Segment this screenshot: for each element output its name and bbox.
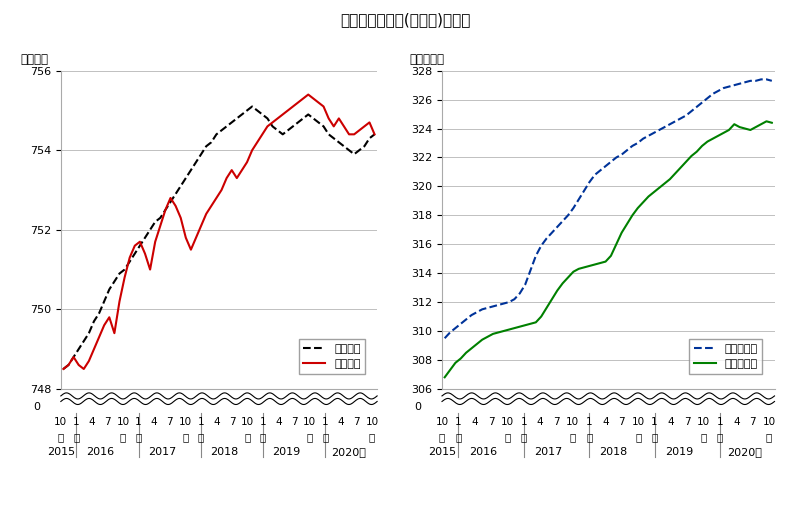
Text: 1: 1 <box>73 417 79 427</box>
Text: 月: 月 <box>322 432 328 442</box>
Text: 10: 10 <box>117 417 130 427</box>
Text: 7: 7 <box>684 417 691 427</box>
Text: 4: 4 <box>88 417 95 427</box>
Text: 1: 1 <box>455 417 461 427</box>
Text: 4: 4 <box>537 417 543 427</box>
Text: 月: 月 <box>369 432 375 442</box>
Text: 1: 1 <box>521 417 527 427</box>
Text: 1: 1 <box>260 417 266 427</box>
Text: 月: 月 <box>504 432 511 442</box>
Text: 月: 月 <box>569 432 576 442</box>
Text: （万世帯）: （万世帯） <box>410 53 444 66</box>
Text: 4: 4 <box>275 417 282 427</box>
Text: 7: 7 <box>553 417 560 427</box>
Text: 1: 1 <box>198 417 204 427</box>
Text: 7: 7 <box>749 417 756 427</box>
Text: 2016: 2016 <box>86 447 114 457</box>
Text: 改定値と推計値(改定前)の比較: 改定値と推計値(改定前)の比較 <box>341 13 470 28</box>
Text: 10: 10 <box>632 417 645 427</box>
Text: 1: 1 <box>717 417 723 427</box>
Text: 2015: 2015 <box>428 447 456 457</box>
Text: 0: 0 <box>414 401 422 412</box>
Text: 月: 月 <box>701 432 706 442</box>
Text: 月: 月 <box>260 432 266 442</box>
Text: 7: 7 <box>166 417 173 427</box>
Text: 2019: 2019 <box>272 447 301 457</box>
Text: 7: 7 <box>487 417 495 427</box>
Text: 2020年: 2020年 <box>727 447 762 457</box>
Text: 4: 4 <box>667 417 674 427</box>
Text: 月: 月 <box>182 432 188 442</box>
Text: 4: 4 <box>471 417 478 427</box>
Text: 7: 7 <box>104 417 111 427</box>
Text: 月: 月 <box>766 432 772 442</box>
Text: 10: 10 <box>178 417 192 427</box>
Text: 1: 1 <box>586 417 593 427</box>
Text: 10: 10 <box>501 417 514 427</box>
Text: 2020年: 2020年 <box>331 447 366 457</box>
Text: 10: 10 <box>436 417 448 427</box>
Text: 7: 7 <box>619 417 625 427</box>
Text: 2016: 2016 <box>469 447 497 457</box>
Text: 2018: 2018 <box>210 447 238 457</box>
Text: 10: 10 <box>241 417 254 427</box>
Text: （万人）: （万人） <box>20 53 49 66</box>
Text: 1: 1 <box>322 417 328 427</box>
Text: 10: 10 <box>697 417 710 427</box>
Text: 10: 10 <box>303 417 316 427</box>
Text: 2017: 2017 <box>148 447 176 457</box>
Text: 10: 10 <box>566 417 579 427</box>
Legend: 推計世帯数, 改定世帯数: 推計世帯数, 改定世帯数 <box>689 339 762 374</box>
Text: 2015: 2015 <box>47 447 75 457</box>
Text: 4: 4 <box>733 417 740 427</box>
Text: 0: 0 <box>33 401 41 412</box>
Text: 2019: 2019 <box>665 447 693 457</box>
Text: 月: 月 <box>135 432 142 442</box>
Text: 月: 月 <box>58 432 64 442</box>
Text: 1: 1 <box>135 417 142 427</box>
Text: 月: 月 <box>586 432 592 442</box>
Text: 10: 10 <box>762 417 775 427</box>
Text: 月: 月 <box>307 432 313 442</box>
Text: 2017: 2017 <box>534 447 562 457</box>
Text: 7: 7 <box>291 417 298 427</box>
Text: 10: 10 <box>366 417 379 427</box>
Text: 月: 月 <box>198 432 204 442</box>
Text: 月: 月 <box>521 432 527 442</box>
Text: 2018: 2018 <box>599 447 628 457</box>
Text: 月: 月 <box>120 432 127 442</box>
Text: 月: 月 <box>651 432 658 442</box>
Text: 10: 10 <box>54 417 67 427</box>
Text: 7: 7 <box>229 417 235 427</box>
Text: 4: 4 <box>337 417 344 427</box>
Text: 月: 月 <box>73 432 79 442</box>
Text: 月: 月 <box>717 432 723 442</box>
Text: 月: 月 <box>439 432 445 442</box>
Text: 4: 4 <box>151 417 157 427</box>
Text: 1: 1 <box>651 417 658 427</box>
Text: 月: 月 <box>244 432 251 442</box>
Text: 月: 月 <box>455 432 461 442</box>
Legend: 推計人口, 改定人口: 推計人口, 改定人口 <box>298 339 365 374</box>
Text: 4: 4 <box>603 417 609 427</box>
Text: 4: 4 <box>213 417 220 427</box>
Text: 月: 月 <box>635 432 642 442</box>
Text: 7: 7 <box>353 417 360 427</box>
